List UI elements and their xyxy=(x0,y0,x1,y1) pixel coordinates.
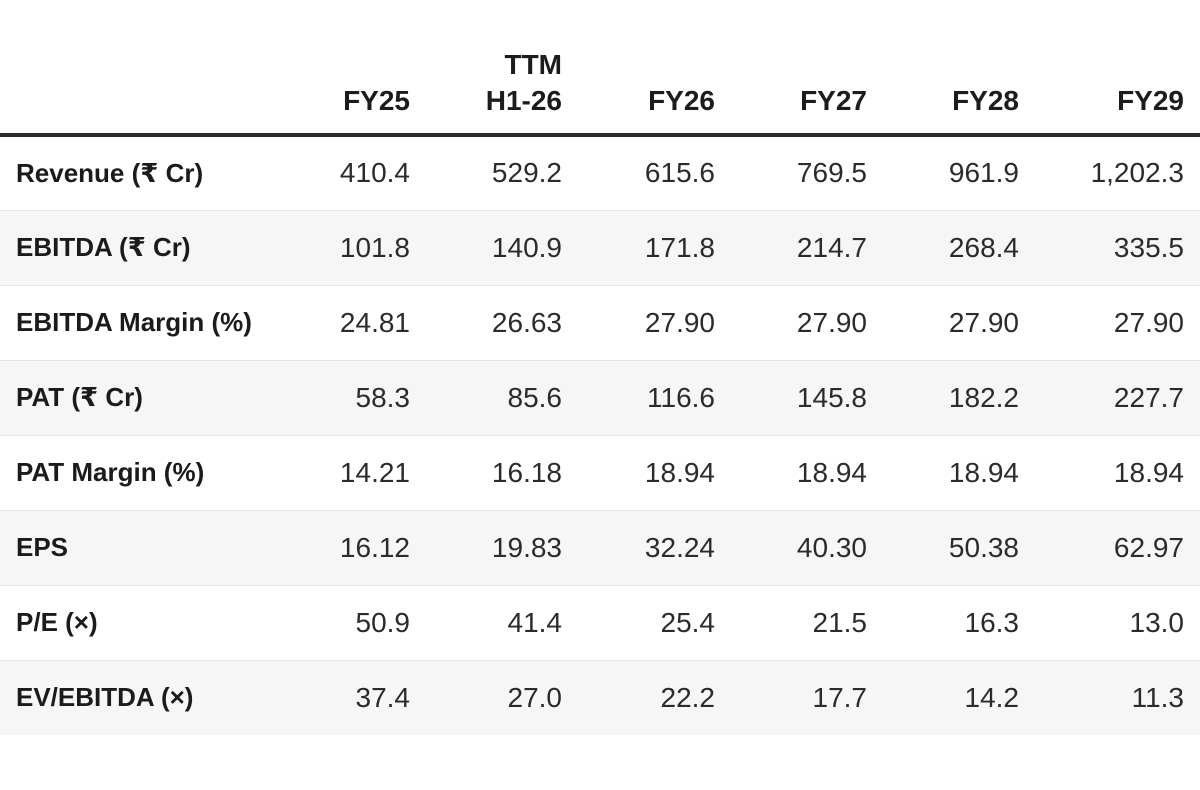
cell: 214.7 xyxy=(715,209,867,285)
cell: 32.24 xyxy=(562,509,715,585)
cell: 37.4 xyxy=(258,659,410,735)
col-header-metric xyxy=(0,0,258,137)
col-header-top xyxy=(1019,47,1184,83)
cell: 116.6 xyxy=(562,359,715,435)
cell: 27.90 xyxy=(1019,284,1200,360)
cell: 18.94 xyxy=(1019,434,1200,510)
cell: 50.9 xyxy=(258,584,410,660)
row-label: EBITDA (₹ Cr) xyxy=(0,209,258,285)
cell: 21.5 xyxy=(715,584,867,660)
cell: 769.5 xyxy=(796,157,867,189)
col-header-fy29: FY29 xyxy=(1019,0,1200,137)
cell: 268.4 xyxy=(867,209,1019,285)
cell: 17.7 xyxy=(715,659,867,735)
cell: 22.2 xyxy=(562,659,715,735)
cell: 529.2 xyxy=(491,157,562,189)
cell: 227.7 xyxy=(1019,359,1200,435)
cell: 410.4 xyxy=(339,157,410,189)
cell: 16.3 xyxy=(867,584,1019,660)
table-row-pat-margin: PAT Margin (%) 14.21 16.18 18.94 18.94 1… xyxy=(0,434,1200,510)
table-row-pe: P/E (×) 50.9 41.4 25.4 21.5 16.3 13.0 xyxy=(0,584,1200,660)
cell: 140.9 xyxy=(410,209,562,285)
row-label: P/E (×) xyxy=(0,584,258,660)
cell: 40.30 xyxy=(715,509,867,585)
cell: 25.4 xyxy=(562,584,715,660)
col-header-top xyxy=(867,47,1019,83)
cell: 18.94 xyxy=(715,434,867,510)
table-row-revenue: Revenue (₹ Cr) 410.4 529.2 615.6 769.5 9… xyxy=(0,135,1200,210)
col-header-top xyxy=(562,47,715,83)
table-header: FY25 TTM H1-26 FY26 FY27 FY28 xyxy=(0,0,1200,137)
cell: 335.5 xyxy=(1019,209,1200,285)
col-header-top: TTM xyxy=(504,49,562,80)
table-body: Revenue (₹ Cr) 410.4 529.2 615.6 769.5 9… xyxy=(0,135,1200,735)
col-header-ttm-h1-26: TTM H1-26 xyxy=(410,0,562,137)
cell: 26.63 xyxy=(410,284,562,360)
col-header-fy26: FY26 xyxy=(562,0,715,137)
col-header-label: FY29 xyxy=(1117,85,1184,116)
cell: 14.21 xyxy=(258,434,410,510)
col-header-label: FY28 xyxy=(952,85,1019,116)
cell: 13.0 xyxy=(1019,584,1200,660)
cell: 16.12 xyxy=(258,509,410,585)
cell: 85.6 xyxy=(410,359,562,435)
col-header-fy28: FY28 xyxy=(867,0,1019,137)
cell: 961.9 xyxy=(948,157,1019,189)
table-row-pat: PAT (₹ Cr) 58.3 85.6 116.6 145.8 182.2 2… xyxy=(0,359,1200,435)
cell: 27.90 xyxy=(562,284,715,360)
row-label: PAT Margin (%) xyxy=(0,434,258,510)
header-row: FY25 TTM H1-26 FY26 FY27 FY28 xyxy=(0,0,1200,137)
col-header-label: H1-26 xyxy=(485,85,562,116)
table-row-ebitda-margin: EBITDA Margin (%) 24.81 26.63 27.90 27.9… xyxy=(0,284,1200,360)
financial-projections-table: FY25 TTM H1-26 FY26 FY27 FY28 xyxy=(0,0,1200,735)
row-label: EBITDA Margin (%) xyxy=(0,284,258,360)
col-header-label: FY26 xyxy=(648,85,715,116)
cell: 18.94 xyxy=(867,434,1019,510)
row-label: EV/EBITDA (×) xyxy=(0,659,258,735)
cell: 27.90 xyxy=(715,284,867,360)
col-header-label: FY27 xyxy=(800,85,867,116)
cell: 50.38 xyxy=(867,509,1019,585)
table-row-ev-ebitda: EV/EBITDA (×) 37.4 27.0 22.2 17.7 14.2 1… xyxy=(0,659,1200,735)
cell: 16.18 xyxy=(410,434,562,510)
cell: 58.3 xyxy=(258,359,410,435)
table-row-eps: EPS 16.12 19.83 32.24 40.30 50.38 62.97 xyxy=(0,509,1200,585)
cell: 18.94 xyxy=(562,434,715,510)
cell: 14.2 xyxy=(867,659,1019,735)
cell: 171.8 xyxy=(562,209,715,285)
cell: 62.97 xyxy=(1019,509,1200,585)
row-label: PAT (₹ Cr) xyxy=(0,359,258,435)
cell: 41.4 xyxy=(410,584,562,660)
col-header-top xyxy=(258,47,410,83)
cell: 615.6 xyxy=(644,157,715,189)
col-header-fy25: FY25 xyxy=(258,0,410,137)
row-label: Revenue (₹ Cr) xyxy=(16,157,204,188)
cell: 11.3 xyxy=(1019,659,1200,735)
cell: 101.8 xyxy=(258,209,410,285)
cell: 145.8 xyxy=(715,359,867,435)
table-row-ebitda: EBITDA (₹ Cr) 101.8 140.9 171.8 214.7 26… xyxy=(0,209,1200,285)
cell: 27.90 xyxy=(867,284,1019,360)
col-header-fy27: FY27 xyxy=(715,0,867,137)
col-header-label: FY25 xyxy=(343,85,410,116)
col-header-top xyxy=(0,83,258,119)
cell: 1,202.3 xyxy=(1090,157,1184,189)
row-label: EPS xyxy=(0,509,258,585)
cell: 24.81 xyxy=(258,284,410,360)
cell: 27.0 xyxy=(410,659,562,735)
col-header-top xyxy=(715,47,867,83)
cell: 19.83 xyxy=(410,509,562,585)
cell: 182.2 xyxy=(867,359,1019,435)
